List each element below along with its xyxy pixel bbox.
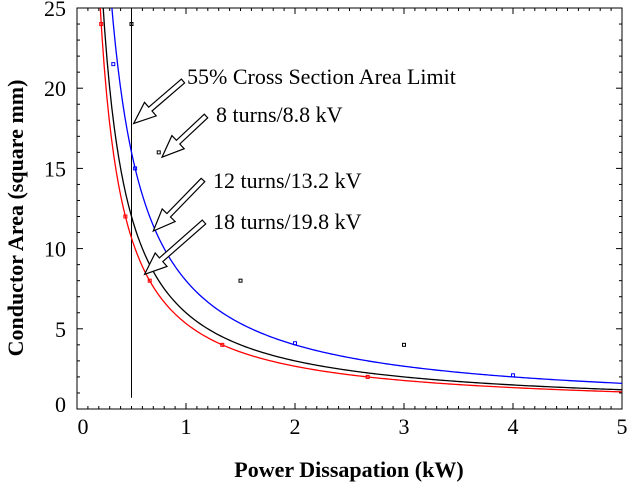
x-tick-label: 4 (508, 414, 519, 439)
x-tick-label: 5 (617, 414, 628, 439)
series-line-2 (99, 8, 622, 393)
y-tick-label: 20 (44, 76, 66, 101)
series-line-1 (111, 8, 622, 384)
x-tick-label: 1 (181, 414, 192, 439)
annotation-arrow (160, 113, 209, 159)
annotation-label: 55% Cross Section Area Limit (187, 64, 456, 89)
y-tick-label: 15 (44, 156, 66, 181)
x-tick-label: 0 (78, 414, 89, 439)
data-point (156, 150, 161, 155)
annotation-arrow (132, 78, 186, 125)
annotation-arrow (143, 219, 207, 276)
data-point (99, 22, 104, 27)
annotations: 55% Cross Section Area Limit 8 turns/8.8 … (132, 64, 456, 276)
y-tick-label: 5 (55, 317, 66, 342)
x-axis-title: Power Dissapation (kW) (234, 457, 463, 482)
series-line-0 (102, 8, 622, 391)
annotation-label: 8 turns/8.8 kV (216, 102, 343, 127)
axis-labels: 0 1 2 3 4 5 0 5 10 15 20 25 (44, 0, 628, 439)
data-point (133, 166, 138, 171)
y-tick-label: 0 (55, 392, 66, 417)
data-point (123, 214, 128, 219)
data-point (511, 373, 515, 378)
y-tick-label: 25 (44, 0, 66, 21)
data-point (365, 374, 370, 379)
data-point (220, 342, 225, 347)
x-tick-label: 3 (399, 414, 410, 439)
data-point (402, 342, 406, 347)
annotation-arrow (152, 177, 206, 233)
data-point (147, 278, 152, 283)
data-point (111, 62, 116, 67)
y-axis-title: Conductor Area (square mm) (3, 80, 28, 357)
data-point (129, 22, 134, 27)
data-point (238, 278, 243, 283)
annotation-label: 12 turns/13.2 kV (213, 168, 362, 193)
y-tick-label: 10 (44, 237, 66, 262)
annotation-label: 18 turns/19.8 kV (213, 209, 362, 234)
data-point (293, 341, 297, 346)
series-group (99, 8, 622, 393)
x-tick-label: 2 (290, 414, 301, 439)
